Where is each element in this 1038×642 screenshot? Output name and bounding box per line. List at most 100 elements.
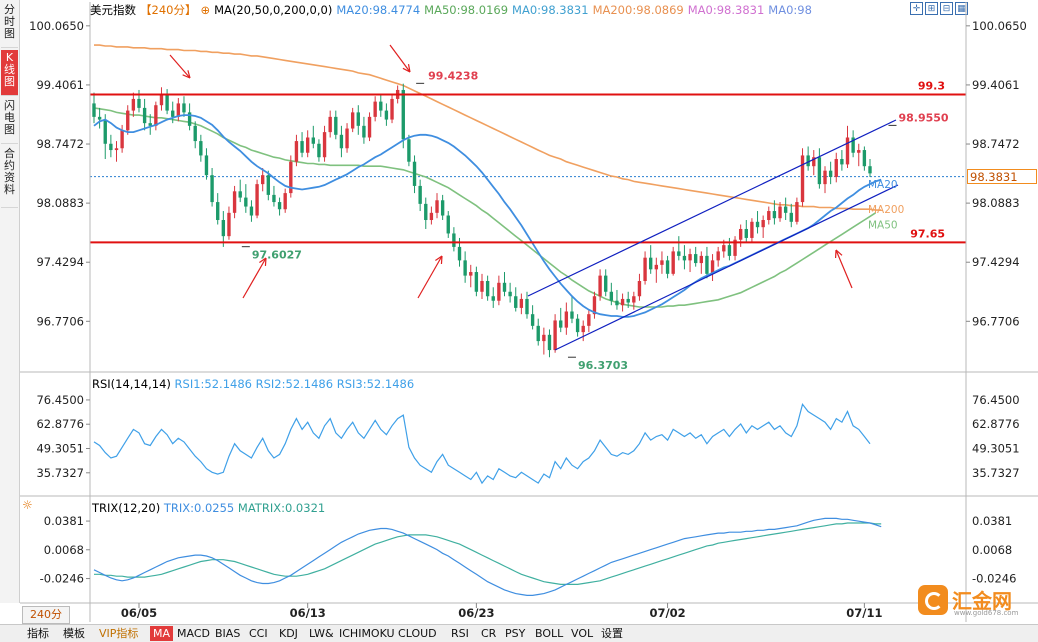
candle-body <box>818 157 821 184</box>
indicator-tab[interactable]: BOLL <box>532 626 566 641</box>
matrix-value: MATRIX:0.0321 <box>238 501 325 515</box>
indicator-tab[interactable]: 模板 <box>60 626 88 641</box>
candle-body <box>840 159 843 164</box>
candle-body <box>767 211 770 220</box>
indicator-tab[interactable]: VOL <box>568 626 596 641</box>
candle-body <box>508 292 511 296</box>
main-y-tick-label-left: 96.7706 <box>36 314 84 328</box>
candle-body <box>306 137 309 152</box>
indicator-tab[interactable]: RSI <box>448 626 472 641</box>
indicator-tab[interactable]: PSY <box>502 626 528 641</box>
trix-y-tick-label-right: -0.0246 <box>972 572 1016 586</box>
candle-body <box>362 126 365 138</box>
annotation-arrow <box>418 256 442 298</box>
extreme-value-label: 98.9550 <box>898 111 948 124</box>
trix-y-tick-label-right: 0.0068 <box>972 543 1012 557</box>
candle-body <box>537 326 540 341</box>
candle-body <box>683 256 686 260</box>
candle-body <box>863 150 866 166</box>
indicator-tab[interactable]: KDJ <box>276 626 301 641</box>
matrix-line <box>94 523 881 584</box>
indicator-tab[interactable]: MACD <box>174 626 213 641</box>
candle-body <box>666 260 669 273</box>
candle-body <box>790 213 793 222</box>
indicator-tab[interactable]: ICHIMOKU CLOUD <box>336 626 440 641</box>
indicator-tab[interactable]: LW& <box>306 626 337 641</box>
candle-body <box>109 144 112 150</box>
candle-body <box>160 94 163 105</box>
rsi-y-tick-label-right: 49.3051 <box>972 442 1020 456</box>
candle-body <box>435 200 438 213</box>
candle-body <box>402 90 405 139</box>
candle-body <box>857 150 860 153</box>
candle-body <box>716 251 719 260</box>
main-y-tick-label-left: 98.7472 <box>36 137 84 151</box>
candle-body <box>250 207 253 216</box>
candle-body <box>553 320 556 350</box>
x-tick-label: 07/11 <box>846 606 882 620</box>
brand-logo-icon <box>918 585 948 615</box>
annotation-arrow <box>390 45 410 72</box>
indicator-tab[interactable]: MA <box>150 626 173 641</box>
candle-body <box>98 117 101 120</box>
x-tick-label: 06/23 <box>458 606 494 620</box>
rsi-y-tick-label-right: 76.4500 <box>972 393 1020 407</box>
candle-body <box>469 272 472 276</box>
indicator-tab[interactable]: CCI <box>246 626 271 641</box>
candle-body <box>458 247 461 260</box>
candle-body <box>137 99 140 108</box>
rsi2-value: RSI2:52.1486 <box>256 377 333 391</box>
candle-body <box>120 130 123 148</box>
trix-y-tick-label-left: 0.0381 <box>44 514 84 528</box>
candle-body <box>272 195 275 202</box>
candle-body <box>227 213 230 236</box>
candle-body <box>216 202 219 220</box>
candle-body <box>604 276 607 292</box>
candle-body <box>643 258 646 281</box>
rsi-y-tick-label-right: 35.7327 <box>972 466 1020 480</box>
candle-body <box>795 202 798 222</box>
indicator-tab[interactable]: BIAS <box>212 626 243 641</box>
candle-body <box>418 186 421 204</box>
rsi-y-tick-label-left: 35.7327 <box>36 466 84 480</box>
indicator-tab[interactable]: CR <box>478 626 499 641</box>
candle-body <box>447 216 450 234</box>
candle-body <box>570 311 573 318</box>
period-selector[interactable]: 240分 <box>22 606 70 624</box>
main-y-tick-label-right: 98.7472 <box>972 137 1020 151</box>
candle-body <box>739 229 742 240</box>
candle-body <box>171 111 174 117</box>
candle-body <box>492 296 495 300</box>
candle-body <box>677 251 680 255</box>
candle-body <box>385 111 388 120</box>
candle-body <box>486 281 489 296</box>
brand-logo: 汇金网 www.gold678.com <box>918 585 1028 617</box>
candle-body <box>233 191 236 213</box>
ma-end-label: MA20 <box>868 179 898 191</box>
candle-body <box>694 254 697 263</box>
candle-body <box>655 265 658 269</box>
rsi-title: RSI(14,14,14) <box>92 377 171 391</box>
candle-body <box>182 103 185 112</box>
extreme-value-label: 96.3703 <box>578 359 628 372</box>
main-y-tick-label-right: 96.7706 <box>972 314 1020 328</box>
indicator-tab[interactable]: VIP指标 <box>96 626 141 641</box>
indicator-tab[interactable]: 指标 <box>24 626 52 641</box>
candle-body <box>390 99 393 120</box>
candle-body <box>722 245 725 251</box>
candle-body <box>615 301 618 305</box>
candle-body <box>295 141 298 162</box>
candle-body <box>801 155 804 202</box>
main-y-tick-label-left: 98.0883 <box>36 196 84 210</box>
main-y-tick-label-left: 97.4294 <box>36 255 84 269</box>
candle-body <box>317 144 320 157</box>
candle-body <box>750 222 753 238</box>
ma-end-label: MA200 <box>868 204 904 216</box>
candle-body <box>312 137 315 143</box>
indicator-tab[interactable]: 设置 <box>598 626 626 641</box>
candle-body <box>728 245 731 256</box>
trix-y-tick-label-left: -0.0246 <box>40 572 84 586</box>
sun-icon[interactable]: ☼ <box>22 498 33 512</box>
horizontal-level-label: 99.3 <box>918 79 945 92</box>
